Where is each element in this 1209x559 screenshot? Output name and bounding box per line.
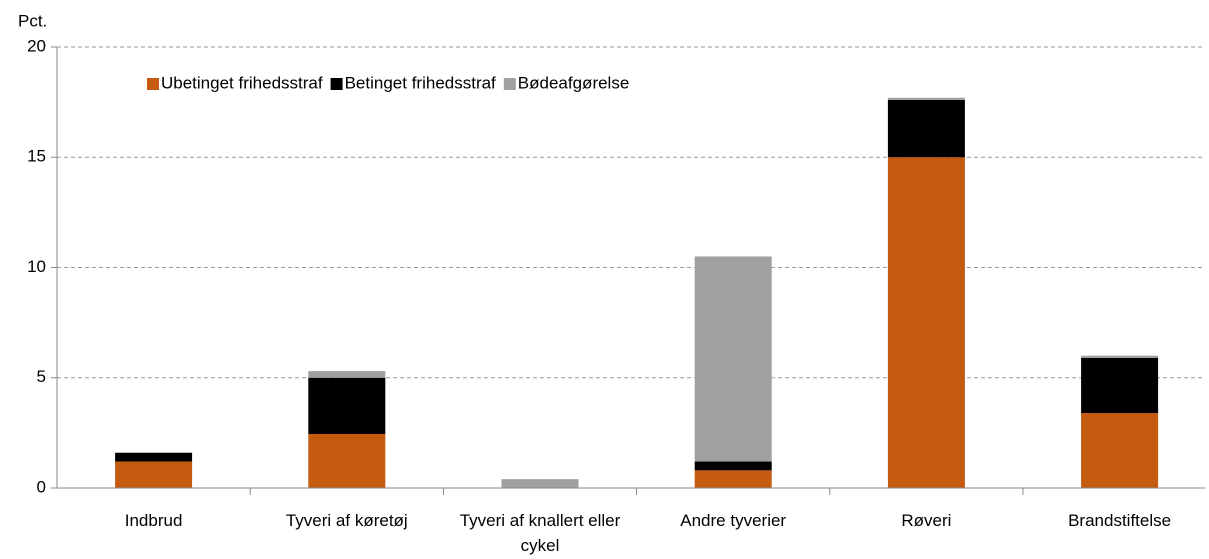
- legend-swatch: [503, 78, 516, 90]
- legend-label: Betinget frihedsstraf: [345, 73, 496, 92]
- bar-segment: [887, 157, 965, 488]
- bar-segment: [1081, 357, 1159, 414]
- x-tick-label: Tyveri af køretøj: [285, 511, 408, 530]
- y-axis-label: Pct.: [18, 11, 47, 30]
- y-tick-label: 5: [37, 367, 46, 386]
- bar-segment: [308, 433, 386, 488]
- bar-segment: [887, 97, 965, 100]
- bar-segment: [308, 371, 386, 378]
- x-tick-label: Brandstiftelse: [1068, 511, 1172, 530]
- bar-segment: [308, 377, 386, 434]
- y-tick-label: 15: [27, 147, 46, 166]
- legend-label: Bødeafgørelse: [518, 73, 630, 92]
- x-tick-label: Tyveri af knallert eller cykel: [459, 511, 621, 555]
- bar-segment: [115, 452, 193, 462]
- legend-label: Ubetinget frihedsstraf: [161, 73, 323, 92]
- bar-segment: [694, 470, 772, 488]
- y-tick-label: 0: [37, 477, 46, 496]
- bar-segment: [1081, 413, 1159, 488]
- y-tick-label: 10: [27, 257, 46, 276]
- legend-swatch: [330, 78, 343, 90]
- x-tick-label: Andre tyverier: [680, 511, 787, 530]
- bar-segment: [501, 479, 579, 488]
- bar-segment: [694, 461, 772, 471]
- bar-segment: [887, 99, 965, 158]
- x-tick-label: Røveri: [901, 511, 952, 530]
- legend-swatch: [147, 78, 159, 90]
- bar-segment: [115, 461, 193, 488]
- y-tick-label: 20: [27, 36, 46, 55]
- x-tick-label: Indbrud: [124, 511, 183, 530]
- bar-segment: [694, 256, 772, 462]
- bar-segment: [1081, 355, 1159, 358]
